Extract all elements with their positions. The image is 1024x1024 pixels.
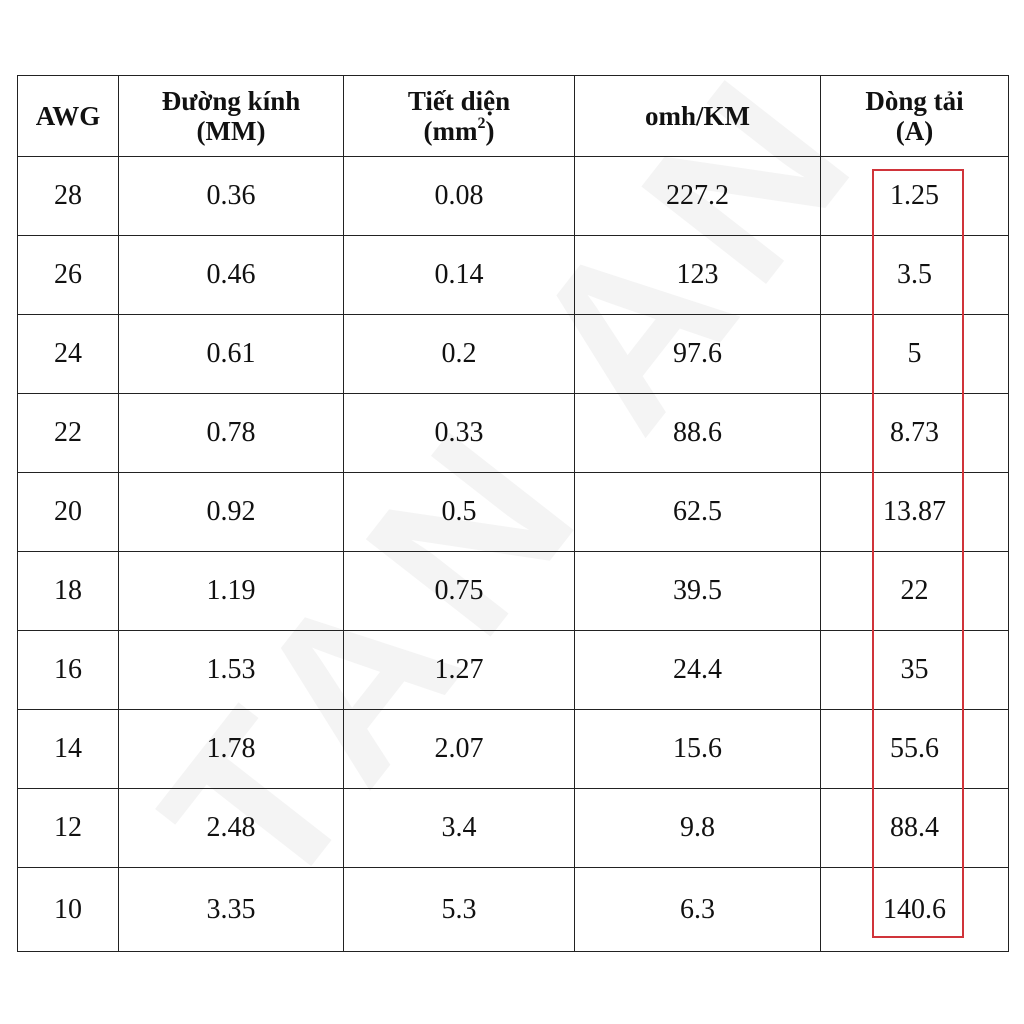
header-text: AWG <box>35 101 101 131</box>
header-cell: AWG <box>17 75 119 157</box>
table-cell: 22 <box>820 551 1009 631</box>
header-text: omh/KM <box>645 101 750 131</box>
table-cell: 26 <box>17 235 119 315</box>
table-cell: 0.5 <box>343 472 575 552</box>
table-cell: 62.5 <box>574 472 821 552</box>
table-cell: 2.07 <box>343 709 575 789</box>
table-cell: 0.33 <box>343 393 575 473</box>
table-cell: 18 <box>17 551 119 631</box>
header-text: (A) <box>895 116 934 146</box>
table-cell: 5.3 <box>343 867 575 952</box>
table-cell: 14 <box>17 709 119 789</box>
header-row: AWG Đường kính (MM) Tiết diện (mm2) omh/KM Dòn… <box>17 75 1009 157</box>
table-cell: 13.87 <box>820 472 1009 552</box>
table-cell: 0.08 <box>343 156 575 236</box>
table-cell: 97.6 <box>574 314 821 394</box>
table-cell: 20 <box>17 472 119 552</box>
table-cell: 1.53 <box>118 630 344 710</box>
table-cell: 2.48 <box>118 788 344 868</box>
table-cell: 0.75 <box>343 551 575 631</box>
table-row: 20 0.92 0.5 62.5 13.87 <box>17 472 1009 552</box>
table-cell: 0.92 <box>118 472 344 552</box>
table-cell: 0.2 <box>343 314 575 394</box>
header-text: (MM) <box>196 116 266 146</box>
header-cell: Dòng tải (A) <box>820 75 1009 157</box>
header-unit: (mm <box>423 116 478 146</box>
table-cell: 88.4 <box>820 788 1009 868</box>
header-text: Đường kính <box>161 86 301 116</box>
table-cell: 0.61 <box>118 314 344 394</box>
table-cell: 24.4 <box>574 630 821 710</box>
table-row: 18 1.19 0.75 39.5 22 <box>17 551 1009 631</box>
header-cell: Tiết diện (mm2) <box>343 75 575 157</box>
table-cell: 0.14 <box>343 235 575 315</box>
table-cell: 0.46 <box>118 235 344 315</box>
table-cell: 1.19 <box>118 551 344 631</box>
table-row: 24 0.61 0.2 97.6 5 <box>17 314 1009 394</box>
table-cell: 39.5 <box>574 551 821 631</box>
table-row: 14 1.78 2.07 15.6 55.6 <box>17 709 1009 789</box>
table-cell: 15.6 <box>574 709 821 789</box>
table-cell: 88.6 <box>574 393 821 473</box>
table-cell: 0.78 <box>118 393 344 473</box>
header-text: Dòng tải <box>865 86 964 116</box>
table-cell: 28 <box>17 156 119 236</box>
table-cell: 227.2 <box>574 156 821 236</box>
table-cell: 0.36 <box>118 156 344 236</box>
table-row: 10 3.35 5.3 6.3 140.6 <box>17 867 1009 952</box>
table-cell: 16 <box>17 630 119 710</box>
table-cell: 3.5 <box>820 235 1009 315</box>
table-cell: 6.3 <box>574 867 821 952</box>
table-cell: 3.4 <box>343 788 575 868</box>
header-text: Tiết diện <box>407 86 511 116</box>
table-row: 28 0.36 0.08 227.2 1.25 <box>17 156 1009 236</box>
awg-table: AWG Đường kính (MM) Tiết diện (mm2) omh/KM Dòn… <box>17 75 1009 952</box>
table-cell: 5 <box>820 314 1009 394</box>
header-superscript: 2 <box>477 115 486 132</box>
table-cell: 12 <box>17 788 119 868</box>
table-cell: 123 <box>574 235 821 315</box>
header-cell: Đường kính (MM) <box>118 75 344 157</box>
header-unit: ) <box>485 116 495 146</box>
table-cell: 22 <box>17 393 119 473</box>
header-cell: omh/KM <box>574 75 821 157</box>
table-cell: 3.35 <box>118 867 344 952</box>
table-cell: 1.78 <box>118 709 344 789</box>
highlight-box <box>872 169 964 938</box>
table-cell: 35 <box>820 630 1009 710</box>
table-cell: 55.6 <box>820 709 1009 789</box>
table-row: 22 0.78 0.33 88.6 8.73 <box>17 393 1009 473</box>
table-cell: 1.25 <box>820 156 1009 236</box>
table-row: 16 1.53 1.27 24.4 35 <box>17 630 1009 710</box>
table-row: 26 0.46 0.14 123 3.5 <box>17 235 1009 315</box>
table-cell: 10 <box>17 867 119 952</box>
table-row: 12 2.48 3.4 9.8 88.4 <box>17 788 1009 868</box>
table-cell: 24 <box>17 314 119 394</box>
table-body: 28 0.36 0.08 227.2 1.25 26 0.46 0.14 123 3.5 24 0.6… <box>17 156 1009 952</box>
table-cell: 1.27 <box>343 630 575 710</box>
table-cell: 9.8 <box>574 788 821 868</box>
